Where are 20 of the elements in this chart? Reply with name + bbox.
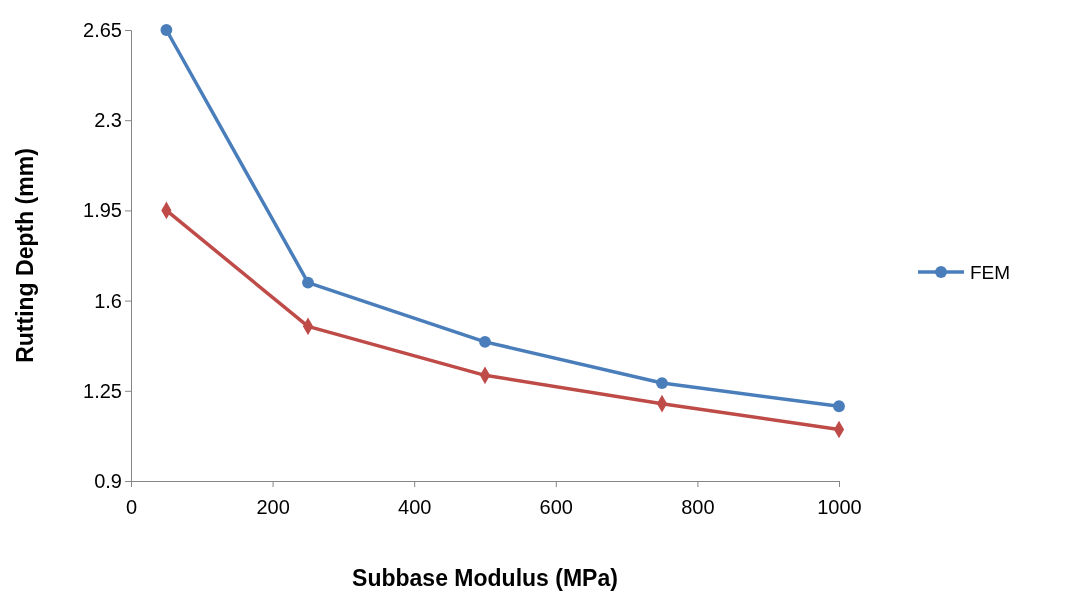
x-tick-label: 400 bbox=[398, 496, 432, 518]
x-tick-label: 200 bbox=[256, 496, 290, 518]
x-tick-label: 800 bbox=[681, 496, 715, 518]
point bbox=[833, 400, 845, 413]
y-tick-label: 0.9 bbox=[94, 469, 122, 492]
y-axis-title: Rutting Depth (mm) bbox=[12, 148, 38, 363]
point bbox=[479, 335, 491, 348]
x-axis-title: Subbase Modulus (MPa) bbox=[352, 565, 618, 591]
y-tick-label: 2.3 bbox=[94, 109, 122, 132]
y-tick-label: 2.65 bbox=[83, 18, 122, 41]
x-tick-label: 600 bbox=[539, 496, 573, 518]
point bbox=[302, 276, 314, 289]
y-tick-label: 1.6 bbox=[94, 289, 122, 312]
y-tick-label: 1.95 bbox=[83, 199, 122, 222]
x-tick-label: 0 bbox=[125, 496, 138, 518]
legend-label: FEM bbox=[970, 262, 1011, 283]
y-tick-label: 1.25 bbox=[83, 379, 122, 402]
point bbox=[160, 24, 173, 36]
point bbox=[656, 377, 668, 389]
x-tick-label: 1000 bbox=[817, 496, 862, 518]
